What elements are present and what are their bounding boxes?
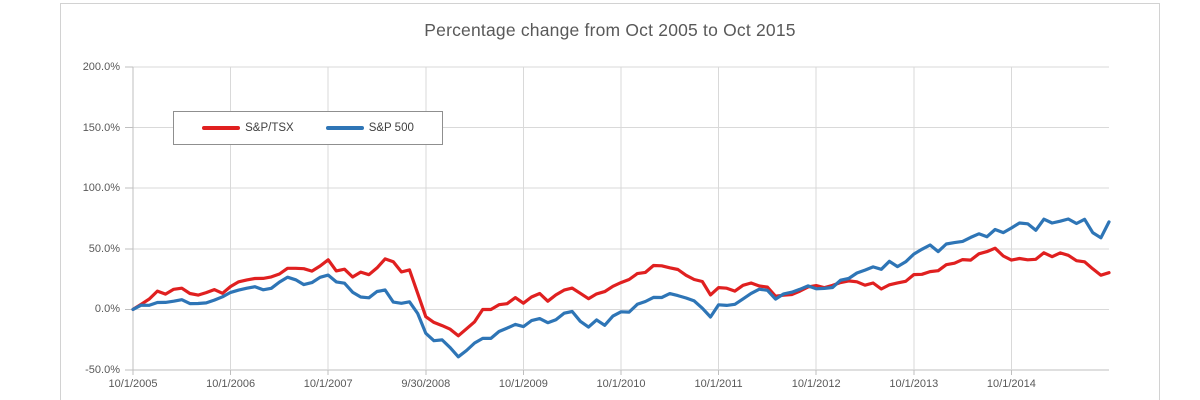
sp500-series-line	[131, 217, 1111, 359]
x-axis-tick-label: 10/1/2012	[791, 378, 841, 390]
x-axis-tick-label: 10/1/2006	[206, 378, 256, 390]
y-axis-tick-label: 200.0%	[82, 61, 120, 73]
x-axis-tick-label: 10/1/2011	[694, 378, 743, 390]
chart-frame	[60, 3, 1160, 400]
y-axis-tick-label: 150.0%	[82, 121, 120, 134]
legend-item-sp500: S&P 500	[325, 122, 414, 134]
legend-label-sp500: S&P 500	[368, 122, 414, 134]
y-axis-tick-label: -50.0%	[85, 364, 120, 376]
sptsx-series-line	[131, 246, 1111, 338]
x-axis-tick-label: 10/1/2010	[596, 378, 646, 390]
legend-label-sptsx: S&P/TSX	[245, 122, 294, 134]
chart-title: Percentage change from Oct 2005 to Oct 2…	[424, 20, 796, 40]
x-axis-tick-label: 10/1/2005	[108, 378, 158, 390]
sptsx-line-swatch	[202, 125, 241, 131]
x-axis-tick-label: 9/30/2008	[401, 378, 451, 390]
x-axis-tick-label: 10/1/2009	[498, 378, 548, 390]
x-axis-tick-label: 10/1/2007	[303, 378, 353, 390]
y-axis-tick-label: 50.0%	[88, 242, 120, 255]
y-axis-tick-label: 100.0%	[82, 182, 120, 195]
legend-item-sptsx: S&P/TSX	[202, 122, 294, 134]
x-axis-tick-label: 10/1/2013	[889, 378, 939, 390]
x-axis-tick-label: 10/1/2014	[986, 378, 1036, 390]
y-axis-tick-label: 0.0%	[94, 303, 120, 316]
sp500-line-swatch	[325, 125, 364, 131]
legend: S&P/TSX S&P 500	[173, 111, 443, 145]
